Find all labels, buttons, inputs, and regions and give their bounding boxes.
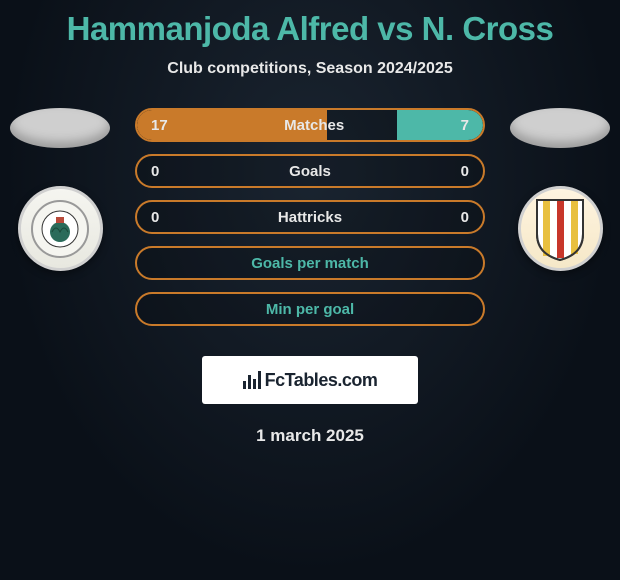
stat-label: Hattricks (278, 209, 342, 226)
stat-value-right: 0 (461, 209, 469, 226)
club-badge-left (18, 186, 103, 271)
brand-box[interactable]: FcTables.com (202, 356, 418, 404)
stat-fill-right (397, 110, 484, 140)
chart-icon (243, 371, 261, 389)
player-right-column (500, 108, 620, 271)
stat-row-matches: 17 Matches 7 (135, 108, 485, 142)
player-left-column (0, 108, 120, 271)
brand-text: FcTables.com (265, 370, 378, 391)
birkirkara-crest-icon (531, 194, 589, 264)
player-right-silhouette (510, 108, 610, 148)
stat-value-left: 17 (151, 117, 168, 134)
stat-row-goals: 0 Goals 0 (135, 154, 485, 188)
stat-label: Goals per match (251, 255, 369, 272)
stat-label: Min per goal (266, 301, 354, 318)
stat-row-min-per-goal: Min per goal (135, 292, 485, 326)
stat-label: Matches (284, 117, 344, 134)
stats-list: 17 Matches 7 0 Goals 0 0 Hattricks 0 Goals per ma… (135, 108, 485, 338)
hibernians-crest-icon (30, 199, 90, 259)
stat-value-right: 7 (461, 117, 469, 134)
subtitle: Club competitions, Season 2024/2025 (0, 60, 620, 78)
stat-value-left: 0 (151, 209, 159, 226)
comparison-area: 17 Matches 7 0 Goals 0 0 Hattricks 0 Goals per ma… (0, 108, 620, 348)
club-badge-right (518, 186, 603, 271)
stat-value-left: 0 (151, 163, 159, 180)
player-left-silhouette (10, 108, 110, 148)
stat-row-goals-per-match: Goals per match (135, 246, 485, 280)
stat-label: Goals (289, 163, 331, 180)
stat-row-hattricks: 0 Hattricks 0 (135, 200, 485, 234)
page-title: Hammanjoda Alfred vs N. Cross (0, 0, 620, 48)
date-label: 1 march 2025 (0, 426, 620, 446)
stat-value-right: 0 (461, 163, 469, 180)
